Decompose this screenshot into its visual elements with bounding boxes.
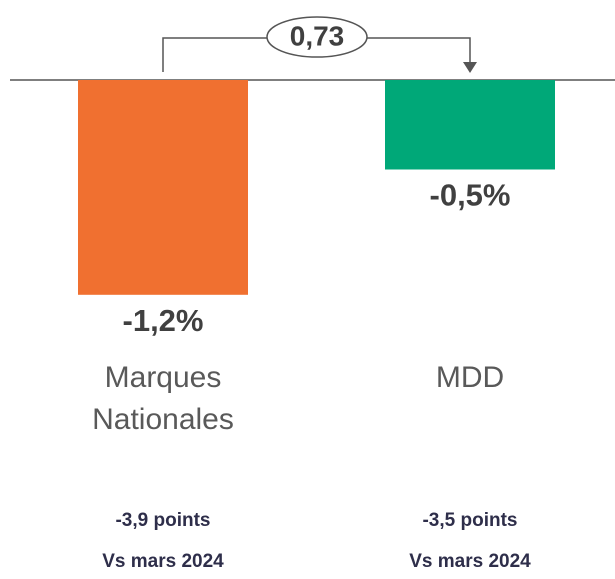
bracket-left [162,37,267,72]
annotation: 0,73 [290,20,345,51]
bar [385,80,555,170]
reference-note: Vs mars 2024 [102,551,224,572]
bar [78,80,248,295]
change-note: -3,9 points [115,510,211,531]
value-label: -0,5% [430,178,511,213]
reference-note: Vs mars 2024 [409,551,531,572]
annotation-bubble [266,16,368,58]
value-label: -1,2% [123,303,204,338]
category-label: Marques Nationales [92,361,234,436]
change-note: -3,5 points [422,510,518,531]
category-label: MDD [435,361,505,394]
bracket-right [367,37,471,64]
bracket-arrow [463,62,477,73]
